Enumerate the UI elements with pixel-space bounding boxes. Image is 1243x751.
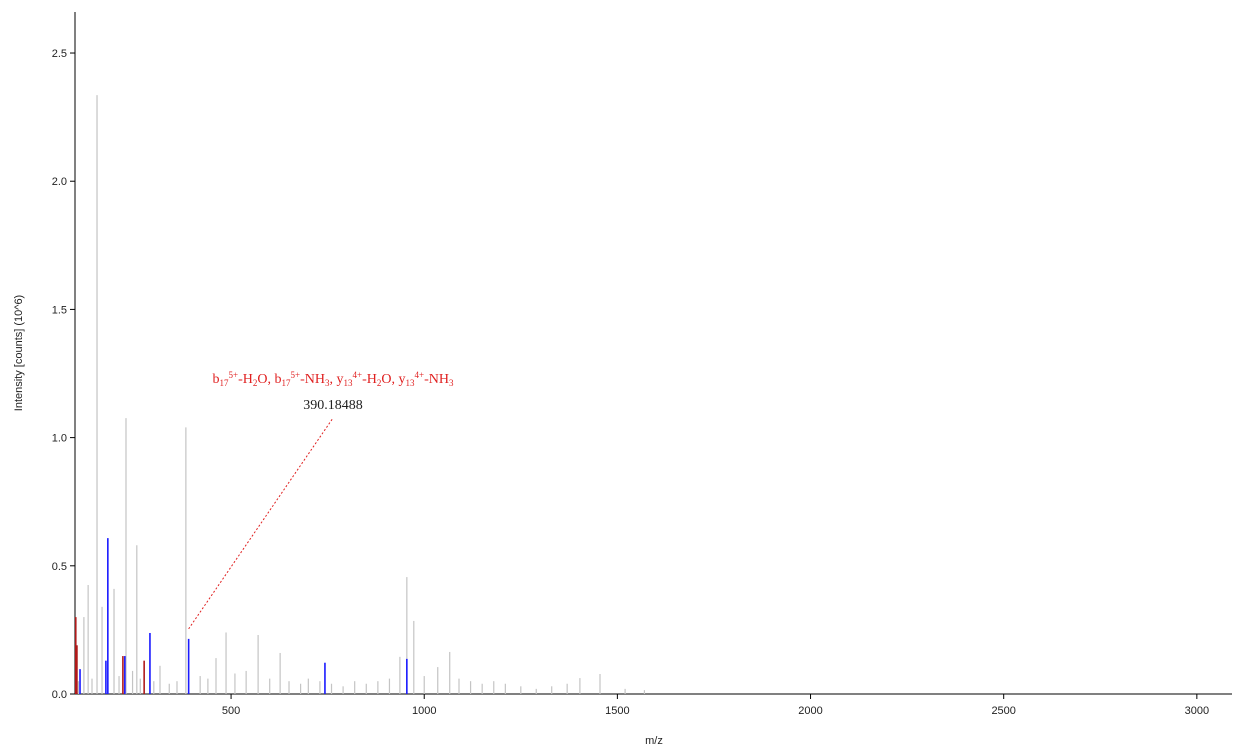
x-axis-label: m/z xyxy=(645,735,663,747)
x-tick-label: 2000 xyxy=(798,705,822,717)
annotation-part: 2 xyxy=(377,378,382,388)
y-tick-label: 2.0 xyxy=(52,176,67,188)
annotation-part: b xyxy=(213,372,220,387)
annotation-part: -NH xyxy=(424,372,449,387)
annotation-part: 5+ xyxy=(229,370,239,380)
annotation-part: , y xyxy=(330,372,344,387)
x-tick-label: 3000 xyxy=(1185,705,1209,717)
annotation-part: O, b xyxy=(257,372,281,387)
y-axis-label: Intensity [counts] (10^6) xyxy=(13,295,25,411)
annotation-part: 4+ xyxy=(414,370,424,380)
annotation-leader xyxy=(188,417,334,630)
annotation-part: 3 xyxy=(449,378,454,388)
annotation-part: -H xyxy=(362,372,377,387)
annotation-mz: 390.18488 xyxy=(303,398,363,413)
y-tick-label: 1.5 xyxy=(52,304,67,316)
annotation-part: 4+ xyxy=(353,370,363,380)
annotation-part: 17 xyxy=(282,378,292,388)
annotation-part: 5+ xyxy=(291,370,301,380)
annotation-part: 13 xyxy=(344,378,354,388)
annotation-part: 3 xyxy=(325,378,330,388)
annotation-part: 13 xyxy=(405,378,415,388)
y-tick-label: 1.0 xyxy=(52,433,67,445)
annotation-part: O, y xyxy=(381,372,405,387)
y-tick-label: 0.5 xyxy=(52,561,67,573)
x-tick-label: 2500 xyxy=(991,705,1015,717)
y-tick-label: 2.5 xyxy=(52,48,67,60)
x-tick-label: 1500 xyxy=(605,705,629,717)
annotation-label: b175+-H2O, b175+-NH3, y134+-H2O, y134+-N… xyxy=(213,370,454,388)
y-tick-label: 0.0 xyxy=(52,689,67,701)
annotation-part: 2 xyxy=(253,378,258,388)
annotation-part: -NH xyxy=(300,372,325,387)
x-tick-label: 1000 xyxy=(412,705,436,717)
x-tick-label: 500 xyxy=(222,705,240,717)
annotation-part: -H xyxy=(238,372,253,387)
annotation-part: 17 xyxy=(220,378,230,388)
